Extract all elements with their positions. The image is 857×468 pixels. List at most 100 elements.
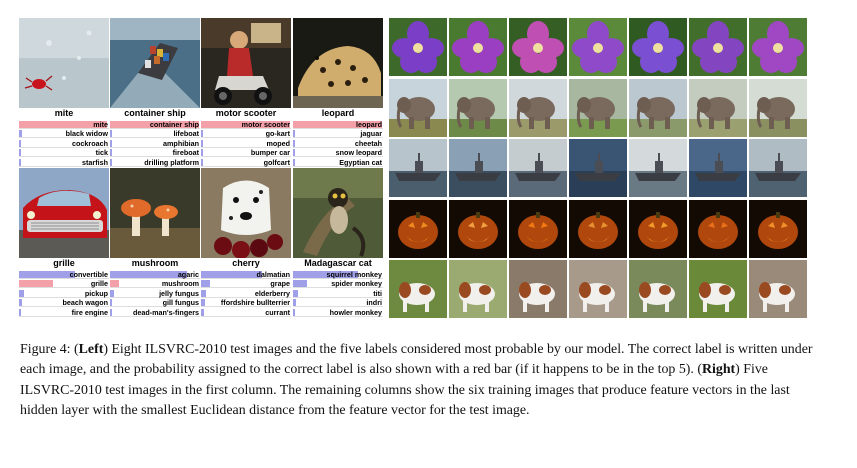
prediction-label: go-kart (265, 129, 290, 139)
prediction-label: jaguar (360, 129, 382, 139)
prediction-row: howler monkey (293, 308, 383, 317)
caption-figure-number: Figure 4: ( (20, 342, 79, 357)
probability-bar (19, 271, 75, 278)
probability-bar (293, 289, 298, 297)
prediction-row: black widow (19, 129, 109, 139)
prediction-row: dead-man's-fingers (110, 308, 200, 317)
neighbor-image (449, 260, 507, 318)
neighbor-image (449, 199, 507, 258)
neighbor-image (629, 18, 687, 76)
probability-bar (19, 158, 21, 166)
neighbor-image (629, 260, 687, 318)
prediction-label: golfcart (263, 157, 290, 167)
probability-bar (293, 280, 307, 288)
prediction-label: drilling platform (144, 157, 199, 167)
prediction-label: tick (95, 148, 108, 158)
neighbor-image (629, 199, 687, 258)
neighbor-image (569, 18, 627, 76)
prediction-list: motor scooter go-kart moped bumper car golfc… (201, 120, 291, 168)
prediction-label: howler monkey (329, 307, 382, 317)
probability-bar (293, 149, 295, 157)
true-label: motor scooter (215, 108, 277, 118)
caption-left-bold: Left (78, 342, 104, 357)
probability-bar (19, 139, 21, 147)
probability-bar (293, 308, 295, 316)
probability-bar (19, 121, 108, 128)
neighbor-image (449, 139, 507, 197)
probability-bar (201, 280, 210, 288)
prediction-row: mushroom (110, 279, 200, 289)
prediction-row: drilling platform (110, 158, 200, 167)
prediction-label: currant (265, 307, 290, 317)
neighbor-image (509, 18, 567, 76)
probability-bar (110, 158, 112, 166)
neighbor-image (749, 199, 807, 258)
prediction-label: cheetah (354, 138, 382, 148)
probability-bar (293, 158, 295, 166)
test-image (19, 18, 109, 108)
prediction-row: indri (293, 298, 383, 308)
probability-bar (293, 271, 358, 278)
prediction-row: agaric (110, 270, 200, 279)
prediction-row: snow leopard (293, 148, 383, 158)
true-label: grille (53, 258, 75, 268)
test-image (293, 18, 383, 108)
prediction-row: moped (201, 139, 291, 148)
left-panel: mite mite black widow cockroach tick starfish… (19, 18, 385, 317)
neighbor-image (569, 78, 627, 137)
neighbor-image (629, 139, 687, 197)
prediction-row: beach wagon (19, 298, 109, 308)
probability-bar (110, 149, 112, 157)
prediction-label: grape (270, 279, 290, 289)
neighbor-image (509, 139, 567, 197)
prediction-label: dead-man's-fingers (132, 307, 199, 317)
prediction-row: go-kart (201, 129, 291, 139)
prediction-row: container ship (110, 120, 200, 129)
neighbor-image (749, 260, 807, 318)
true-label: mite (54, 108, 74, 118)
neighbor-image (689, 18, 747, 76)
prediction-row: currant (201, 308, 291, 317)
neighbor-image (509, 260, 567, 318)
neighbor-image (689, 139, 747, 197)
test-image (201, 18, 291, 108)
prediction-label: bumper car (250, 148, 290, 158)
prediction-row: squirrel monkey (293, 270, 383, 279)
neighbor-image (509, 199, 567, 258)
caption-left-text: ) Eight ILSVRC-2010 test images and the … (20, 342, 813, 378)
prediction-row: spider monkey (293, 279, 383, 289)
prediction-row: dalmatian (201, 270, 291, 279)
caption-right-bold: Right (701, 362, 736, 378)
prediction-label: squirrel monkey (326, 270, 382, 279)
probability-bar (110, 289, 114, 297)
prediction-row: motor scooter (201, 120, 291, 129)
prediction-row: mite (19, 120, 109, 129)
prediction-row: gill fungus (110, 298, 200, 308)
probability-bar (19, 149, 21, 157)
caption-right-text: ) Five ILSVRC-2010 test images in the fi… (20, 362, 790, 418)
probability-bar (19, 308, 21, 316)
prediction-list: dalmatian grape elderberry ffordshire bullt… (201, 270, 291, 318)
right-panel (389, 18, 809, 319)
prediction-label: convertible (69, 270, 108, 279)
prediction-label: mushroom (161, 279, 199, 289)
prediction-row: bumper car (201, 148, 291, 158)
prediction-label: indri (366, 298, 382, 308)
probability-bar (201, 271, 263, 278)
true-label: cherry (232, 258, 260, 268)
prediction-label: agaric (177, 270, 199, 279)
prediction-row: golfcart (201, 158, 291, 167)
probability-bar (110, 280, 119, 288)
prediction-row: Egyptian cat (293, 158, 383, 167)
true-label: Madagascar cat (304, 258, 372, 268)
probability-bar (293, 121, 383, 128)
prediction-row: grille (19, 279, 109, 289)
probability-bar (110, 299, 112, 307)
prediction-label: dalmatian (256, 270, 290, 279)
prediction-label: ffordshire bullterrier (220, 298, 290, 308)
query-image (389, 18, 447, 76)
prediction-row: lifeboat (110, 129, 200, 139)
query-image (389, 260, 447, 318)
prediction-row: ffordshire bullterrier (201, 298, 291, 308)
neighbor-image (749, 139, 807, 197)
